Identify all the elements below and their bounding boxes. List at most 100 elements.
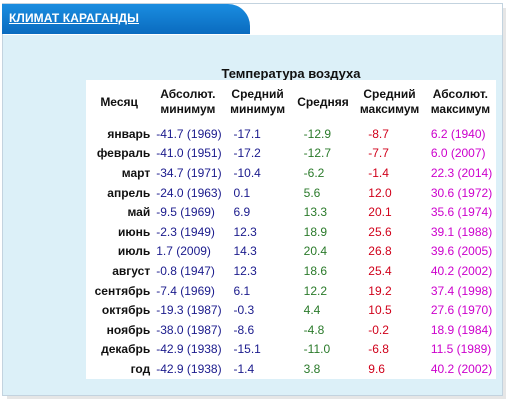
climate-table: Месяц Абсолют. минимум Средний минимум С… [86,80,496,379]
cell-avg-min: 14.3 [233,244,257,259]
cell-abs-max: 40.2 (2002) [430,361,493,376]
cell-abs-min: 1.7 (2009) [156,244,211,259]
col-abs-min: Абсолют. минимум [152,80,223,124]
table-row: февраль -41.0 (1951) -17.2 -12.7 -7.7 6.0 (20… [86,144,496,164]
cell-avg-min: -1.4 [233,361,255,376]
cell-abs-max: 22.3 (2014) [430,165,493,180]
cell-avg: 18.9 [303,224,328,239]
cell-abs-max: 27.6 (1970) [430,303,493,318]
cell-abs-max: 39.6 (2005) [430,244,493,259]
table-row: апрель -24.0 (1963) 0.1 5.6 12.0 30.6 (1972) [86,183,496,203]
cell-abs-min: -19.3 (1987) [156,303,222,318]
cell-abs-min: -7.4 (1969) [156,283,215,298]
cell-month: июль [117,244,151,259]
cell-avg-min: 6.9 [233,205,251,220]
cell-month: март [121,165,151,180]
cell-abs-max: 40.2 (2002) [430,263,493,278]
cell-abs-min: -34.7 (1971) [156,165,222,180]
cell-avg: -6.2 [303,165,325,180]
table-row: май -9.5 (1969) 6.9 13.3 20.1 35.6 (1974) [86,202,496,222]
cell-month: сентябрь [94,283,151,298]
col-avg-min: Средний минимум [223,80,291,124]
cell-abs-min: -41.7 (1969) [156,126,222,141]
cell-month: ноябрь [106,322,151,337]
col-avg-max-line2: максимум [359,102,420,116]
cell-abs-max: 6.2 (1940) [430,126,486,141]
cell-avg-max: 9.6 [368,361,385,376]
cell-avg-max: 25.4 [368,263,392,278]
table-row: ноябрь -38.0 (1987) -8.6 -4.8 -0.2 18.9 (1984… [86,320,496,340]
cell-abs-max: 30.6 (1972) [430,185,493,200]
cell-avg-max: -8.7 [368,126,389,141]
cell-abs-max: 6.0 (2007) [430,146,486,161]
cell-abs-min: -9.5 (1969) [156,205,215,220]
cell-avg-min: -17.1 [233,126,261,141]
cell-abs-min: -24.0 (1963) [156,185,222,200]
cell-avg-max: -7.7 [368,146,389,161]
cell-avg-min: 12.3 [233,224,257,239]
cell-avg: 18.6 [303,263,328,278]
cell-avg-min: -17.2 [233,146,261,161]
widget-shadow-right [503,8,506,398]
table-row: год -42.9 (1938) -1.4 3.8 9.6 40.2 (2002) [86,359,496,379]
cell-avg-max: -1.4 [368,165,389,180]
header-tab: КЛИМАТ КАРАГАНДЫ [2,4,250,34]
cell-month: январь [107,126,151,141]
cell-avg-min: 6.1 [233,283,251,298]
col-abs-min-line1: Абсолют. [160,87,216,101]
col-avg-max: Средний максимум [354,80,425,124]
cell-avg: 20.4 [303,244,328,259]
cell-month: февраль [96,146,151,161]
col-avg-min-line1: Средний [231,87,284,101]
col-month: Месяц [100,94,138,109]
widget-header: КЛИМАТ КАРАГАНДЫ [2,3,503,35]
cell-abs-min: -38.0 (1987) [156,322,222,337]
cell-avg-max: 10.5 [368,303,392,318]
col-avg-max-line1: Средний [363,87,416,101]
cell-avg: -4.8 [303,322,325,337]
cell-month: июнь [117,224,151,239]
cell-abs-min: -0.8 (1947) [156,263,215,278]
cell-month: год [130,361,151,376]
cell-abs-max: 18.9 (1984) [430,322,493,337]
cell-avg-min: -0.3 [233,303,255,318]
cell-abs-min: -2.3 (1949) [156,224,215,239]
table-body: январь -41.7 (1969) -17.1 -12.9 -8.7 6.2 (194… [86,124,496,379]
cell-avg-min: -15.1 [233,342,261,357]
cell-avg-max: 12.0 [368,185,392,200]
cell-abs-max: 37.4 (1998) [430,283,493,298]
col-abs-min-line2: минимум [160,102,216,116]
col-avg-min-line2: минимум [230,102,286,116]
cell-abs-min: -42.9 (1938) [156,361,222,376]
climate-title-link[interactable]: КЛИМАТ КАРАГАНДЫ [9,11,139,25]
table-header-row: Месяц Абсолют. минимум Средний минимум С… [86,80,496,124]
table-row: январь -41.7 (1969) -17.1 -12.9 -8.7 6.2 (194… [86,124,496,144]
cell-abs-max: 39.1 (1988) [430,224,493,239]
cell-abs-max: 11.5 (1989) [430,342,492,357]
table-row: июль 1.7 (2009) 14.3 20.4 26.8 39.6 (2005) [86,242,496,262]
cell-avg-max: 26.8 [368,244,392,259]
table-row: декабрь -42.9 (1938) -15.1 -11.0 -6.8 11.5 (1… [86,340,496,360]
cell-avg-min: -10.4 [233,165,261,180]
table-row: октябрь -19.3 (1987) -0.3 4.4 10.5 27.6 (1970… [86,300,496,320]
cell-avg-min: 0.1 [233,185,251,200]
table-row: сентябрь -7.4 (1969) 6.1 12.2 19.2 37.4 (1998… [86,281,496,301]
cell-avg: -12.9 [303,126,332,141]
cell-avg: -12.7 [303,146,332,161]
col-abs-max-line2: максимум [430,102,491,116]
cell-avg-max: 19.2 [368,283,392,298]
cell-avg: 12.2 [303,283,328,298]
table-row: август -0.8 (1947) 12.3 18.6 25.4 40.2 (2002) [86,261,496,281]
cell-avg-max: 25.6 [368,224,392,239]
cell-abs-min: -41.0 (1951) [156,146,222,161]
cell-avg: 4.4 [303,303,321,318]
cell-avg: -11.0 [303,342,331,357]
col-abs-max: Абсолют. максимум [425,80,496,124]
cell-month: октябрь [101,303,151,318]
cell-avg-max: -6.8 [368,342,389,357]
cell-month: декабрь [101,342,151,357]
cell-abs-max: 35.6 (1974) [430,205,493,220]
cell-avg: 5.6 [303,185,321,200]
cell-month: май [127,205,151,220]
col-abs-max-line1: Абсолют. [432,87,488,101]
